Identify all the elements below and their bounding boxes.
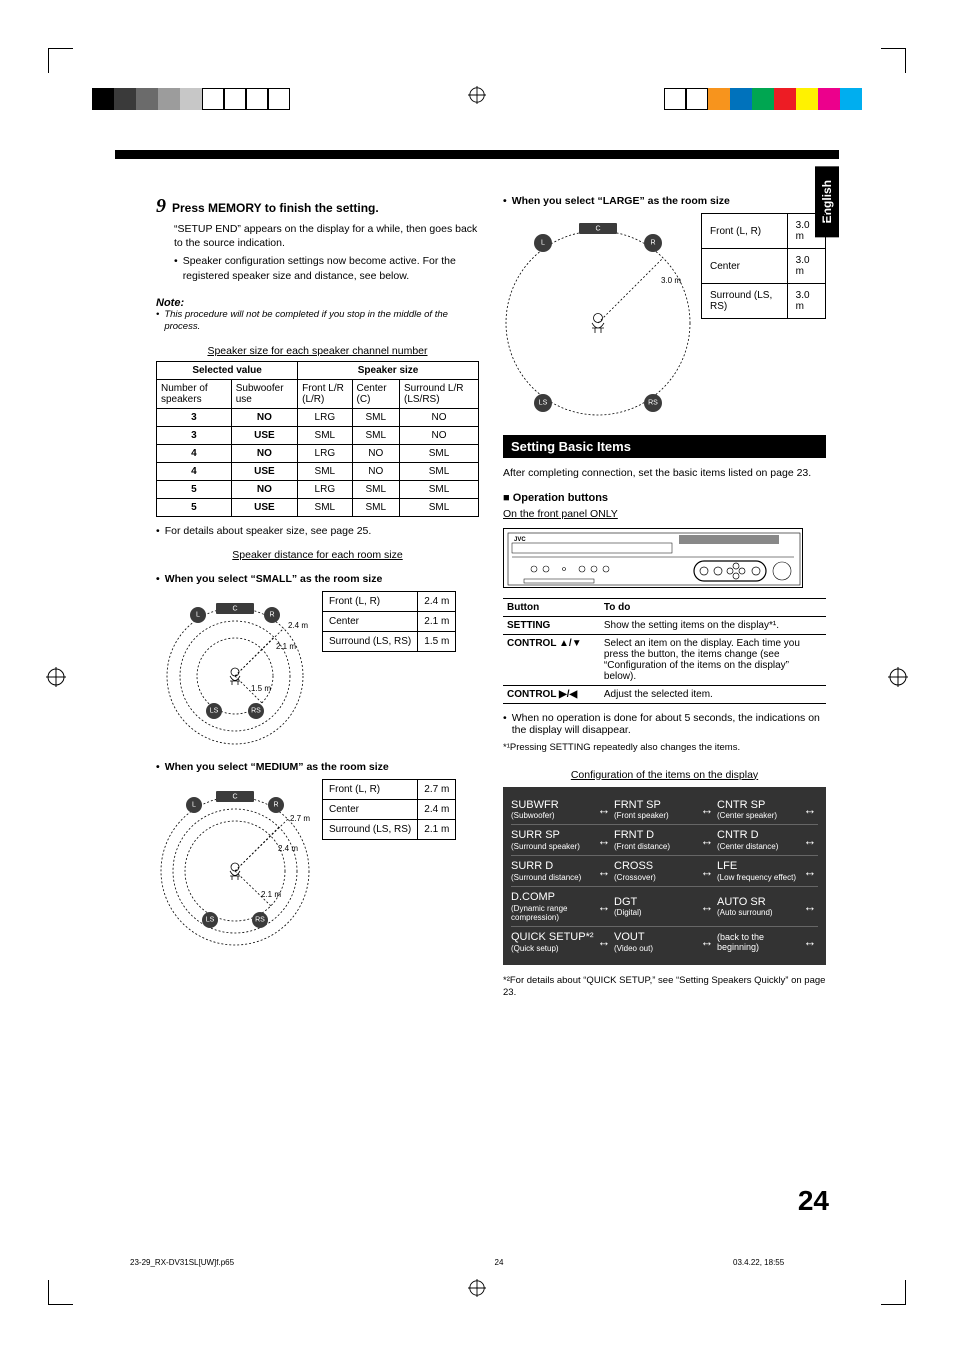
step-bullet: Speaker configuration settings now becom… (174, 254, 479, 282)
crop-mark-icon (871, 1270, 906, 1305)
config-footnote: *²For details about “QUICK SETUP,” see “… (503, 975, 826, 1000)
header-rule (115, 150, 839, 159)
room-medium-diagram: C L R LS RS 2.7 m 2.4 m 2.1 m (156, 779, 314, 954)
crop-mark-icon (871, 48, 906, 83)
crop-mark-icon (48, 48, 83, 83)
svg-text:R: R (650, 240, 655, 247)
room-large-table: Front (L, R)3.0 m Center3.0 m Surround (… (701, 213, 826, 319)
step-title: Press MEMORY to finish the setting. (172, 201, 379, 215)
spksize-footnote: For details about speaker size, see page… (156, 525, 479, 537)
room-small-table: Front (L, R)2.4 m Center2.1 m Surround (… (322, 591, 456, 652)
section-intro: After completing connection, set the bas… (503, 466, 826, 480)
note-heading: Note: (156, 297, 479, 309)
room-large-head: When you select “LARGE” as the room size (503, 195, 826, 207)
svg-text:2.4 m: 2.4 m (278, 844, 298, 853)
footer-date: 03.4.22, 18:55 (733, 1258, 830, 1267)
svg-text:JVC: JVC (514, 537, 526, 543)
svg-text:LS: LS (539, 400, 548, 407)
footer: 23-29_RX-DV31SL[UW]f.p65 24 03.4.22, 18:… (130, 1258, 830, 1267)
svg-text:L: L (192, 802, 196, 809)
room-small-head: When you select “SMALL” as the room size (156, 573, 479, 585)
svg-text:RS: RS (251, 708, 261, 715)
room-large-diagram: C L R LS RS 3.0 m (503, 213, 693, 423)
registration-mark-icon (888, 667, 908, 687)
svg-text:L: L (196, 612, 200, 619)
page-number: 24 (798, 1185, 829, 1217)
svg-text:2.4 m: 2.4 m (288, 621, 308, 630)
room-medium-head: When you select “MEDIUM” as the room siz… (156, 761, 479, 773)
left-column: 9 Press MEMORY to finish the setting. “S… (156, 195, 479, 1000)
note-body: This procedure will not be completed if … (156, 309, 479, 334)
svg-text:L: L (541, 240, 545, 247)
registration-mark-icon (468, 86, 486, 104)
svg-text:C: C (232, 794, 237, 801)
spksize-table: Selected value Speaker size Number of sp… (156, 361, 479, 517)
svg-text:1.5 m: 1.5 m (251, 684, 271, 693)
svg-text:C: C (595, 226, 600, 233)
operation-buttons-head: Operation buttons (503, 492, 826, 504)
svg-text:3.0 m: 3.0 m (661, 276, 681, 285)
svg-text:LS: LS (206, 917, 215, 924)
buttons-footnote-1: When no operation is done for about 5 se… (503, 712, 826, 736)
footer-page: 24 (495, 1258, 543, 1267)
config-caption: Configuration of the items on the displa… (503, 769, 826, 781)
room-small-diagram: C L R LS RS 2.4 m 2.1 m 1.5 m (156, 591, 314, 749)
svg-text:C: C (232, 606, 237, 613)
section-title: Setting Basic Items (503, 435, 826, 458)
svg-text:RS: RS (255, 917, 265, 924)
config-grid: SUBWFR(Subwoofer)↔FRNT SP(Front speaker)… (503, 787, 826, 965)
grayscale-bar (92, 88, 290, 110)
dist-caption: Speaker distance for each room size (156, 549, 479, 561)
svg-text:2.1 m: 2.1 m (276, 642, 296, 651)
spksize-caption: Speaker size for each speaker channel nu… (156, 345, 479, 357)
registration-mark-icon (468, 1279, 486, 1297)
svg-text:2.1 m: 2.1 m (261, 890, 281, 899)
svg-text:R: R (269, 612, 274, 619)
front-panel-note: On the front panel ONLY (503, 508, 826, 520)
registration-mark-icon (46, 667, 66, 687)
svg-text:2.7 m: 2.7 m (290, 814, 310, 823)
buttons-table: ButtonTo do SETTINGShow the setting item… (503, 598, 826, 704)
crop-mark-icon (48, 1270, 83, 1305)
footer-file: 23-29_RX-DV31SL[UW]f.p65 (130, 1258, 305, 1267)
front-panel-diagram: JVC (503, 528, 803, 588)
color-bar (664, 88, 862, 110)
buttons-footnote-2: *¹Pressing SETTING repeatedly also chang… (503, 742, 826, 754)
step-number: 9 (156, 195, 166, 218)
right-column: When you select “LARGE” as the room size… (503, 195, 826, 1000)
svg-text:RS: RS (648, 400, 658, 407)
room-medium-table: Front (L, R)2.7 m Center2.4 m Surround (… (322, 779, 456, 840)
svg-text:LS: LS (210, 708, 219, 715)
step-body: “SETUP END” appears on the display for a… (174, 222, 479, 250)
svg-text:R: R (273, 802, 278, 809)
